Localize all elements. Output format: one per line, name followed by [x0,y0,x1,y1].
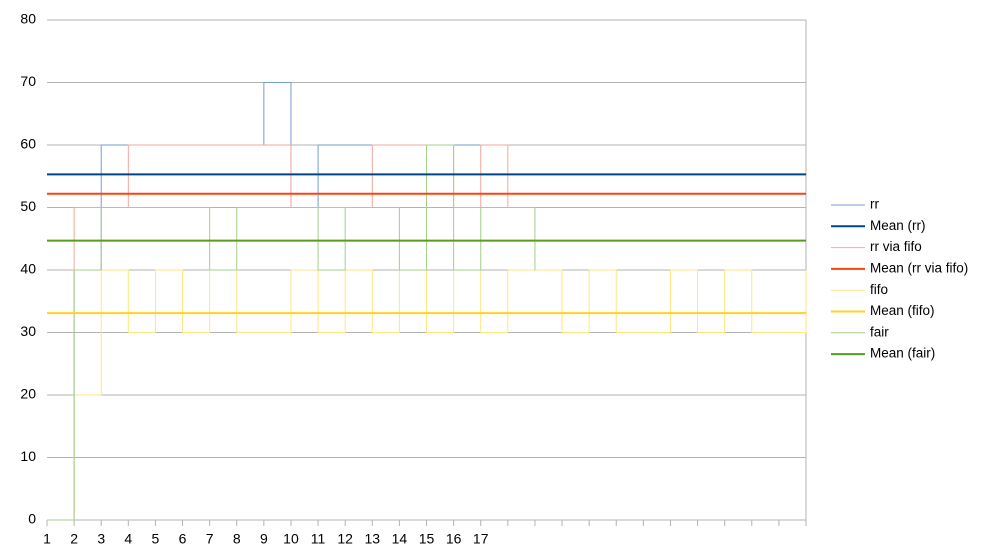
legend: rr Mean (rr) rr via fifo Mean (rr via fifo)… [831,197,968,361]
y-tick-label: 20 [20,386,36,402]
x-tick-label: 17 [473,531,489,547]
legend-label: fifo [870,282,888,297]
x-tick-label: 3 [97,531,105,547]
x-tick-label: 6 [179,531,187,547]
x-tick-label: 2 [70,531,78,547]
legend-label: rr via fifo [870,239,922,254]
y-tick-label: 10 [20,448,36,464]
x-tick-label: 15 [419,531,435,547]
x-tick-label: 4 [124,531,132,547]
x-tick-label: 13 [364,531,380,547]
x-tick-label: 9 [260,531,268,547]
y-tick-label: 0 [28,511,36,527]
x-tick-label: 1 [43,531,51,547]
x-tick-label: 16 [446,531,462,547]
x-tick-label: 14 [392,531,408,547]
y-tick-label: 60 [20,136,36,152]
y-tick-label: 40 [20,261,36,277]
legend-label: rr [870,197,879,212]
legend-label: Mean (rr) [870,218,926,233]
x-tick-label: 5 [152,531,160,547]
x-tick-label: 7 [206,531,214,547]
y-tick-label: 80 [20,11,36,27]
y-tick-label: 50 [20,198,36,214]
y-tick-label: 30 [20,323,36,339]
y-tick-label: 70 [20,73,36,89]
series-line [47,144,536,521]
x-tick-label: 12 [337,531,353,547]
x-tick-label: 11 [311,531,326,547]
legend-label: Mean (rr via fifo) [870,260,968,275]
x-tick-label: 10 [283,531,299,547]
legend-label: Mean (fair) [870,346,935,361]
legend-label: Mean (fifo) [870,303,935,318]
x-tick-label: 8 [233,531,241,547]
legend-label: fair [870,324,889,339]
